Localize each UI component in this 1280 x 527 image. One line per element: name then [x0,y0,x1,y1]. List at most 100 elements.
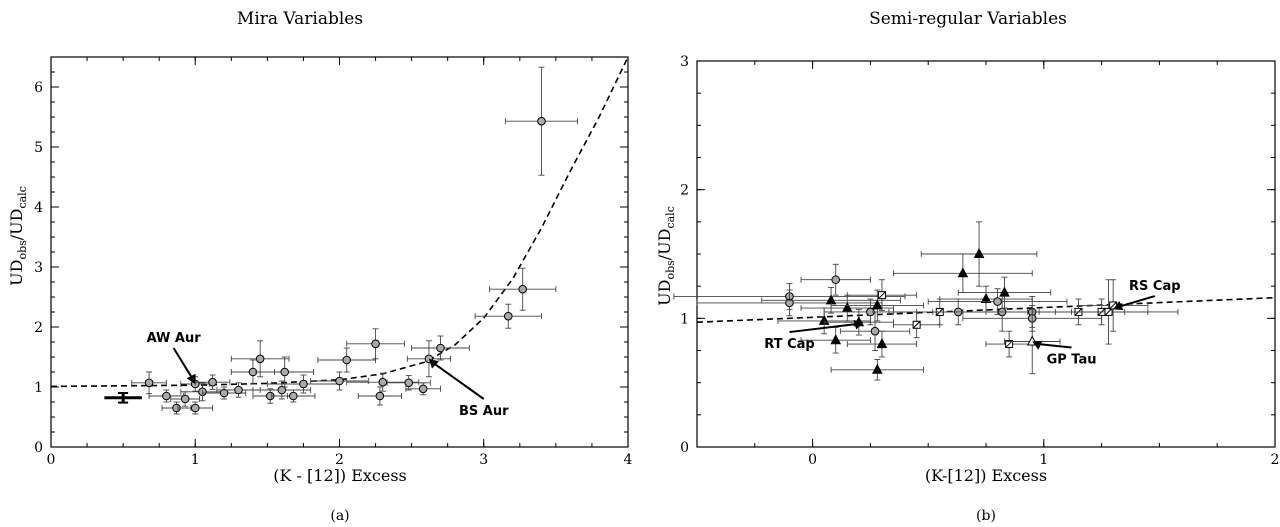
annotation: RS Cap [1113,279,1181,311]
marker-circle [503,311,513,321]
data-point [985,330,1033,358]
data-point [957,276,1052,309]
marker-circle [280,367,289,377]
annotation-label: RT Cap [764,337,814,352]
data-point [177,401,214,415]
data-point [893,311,941,339]
marker-circle [180,394,190,404]
annotation-arrow [432,362,485,400]
marker-hatch [878,291,886,300]
x-axis-label: (K-[12]) Excess [925,466,1047,485]
marker-triangle [980,292,992,304]
data-point [893,253,1033,294]
data-point [1078,279,1149,332]
y-tick-label: 0 [680,440,689,456]
data-point [1038,279,1179,345]
marker-circle [537,116,546,126]
panel-caption: (a) [330,508,349,524]
marker-circle [234,385,243,395]
data-point [271,389,316,403]
x-tick-label: 2 [1271,452,1280,468]
data-point [317,347,377,373]
y-tick-label: 1 [34,380,43,396]
panel-title: Semi-regular Variables [869,9,1067,29]
marker-triangle [876,337,888,349]
annotation-arrow [1037,342,1072,349]
marker-circle [162,391,171,401]
annotation: BS Aur [428,358,509,419]
y-tick-label: 5 [34,140,43,156]
panel-mira: Mira Variables (K - [12]) Excess (a) UDo… [7,9,633,524]
annotation-arrow [1118,295,1156,308]
y-tick-label: 3 [680,54,689,70]
x-axis-label: (K - [12]) Excess [273,466,407,485]
annotation-arrowhead [428,358,439,369]
data-point [696,289,883,317]
annotation-label: GP Tau [1047,353,1097,368]
marker-triangle [830,334,842,345]
marker-circle [289,391,298,401]
annotation: GP Tau [1032,340,1097,368]
marker-circle [277,385,287,395]
data-point [504,66,578,176]
annotation-arrowhead [853,319,864,330]
panel-semi-regular: Semi-regular Variables (K-[12]) Excess (… [655,9,1279,524]
data-point [170,391,201,407]
marker-hatch [1104,308,1113,316]
data-point [411,335,470,361]
marker-circle [375,391,385,401]
marker-circle [518,284,527,294]
annotation-arrow [789,322,858,334]
data-point [310,371,369,391]
y-tick-label: 3 [34,260,43,276]
data-point [131,371,167,395]
marker-circle [335,376,344,386]
data-point [346,328,405,360]
annotation: RT Cap [764,319,864,352]
marker-triangle [841,301,853,313]
x-tick-label: 1 [191,452,200,468]
y-tick-label: 0 [34,440,43,456]
y-tick-label: 2 [34,320,43,336]
marker-triangle [999,286,1010,297]
data-point [230,359,276,385]
panel-caption: (b) [976,508,996,524]
data-point [800,326,871,354]
marker-circle [299,379,308,389]
data-point [489,267,557,311]
annotation: AW Aur [147,331,201,384]
x-tick-label: 3 [479,452,488,468]
x-tick-label: 0 [47,452,56,468]
data-point [230,340,290,378]
marker-circle [404,378,414,388]
data-point [148,389,185,403]
annotation-arrowhead [1113,301,1124,311]
marker-circle [342,355,352,365]
data-point [474,303,542,329]
fit-curve [697,296,1275,323]
data-point [927,288,1068,315]
x-tick-label: 4 [624,452,633,468]
marker-circle [831,275,841,285]
y-tick-label: 4 [34,200,43,216]
data-point [405,382,441,396]
marker-triangle [973,247,985,258]
marker-triangle [957,267,969,278]
data-point [800,263,871,296]
marker-circle [208,377,217,387]
marker-circle [418,384,428,394]
annotation-arrowhead [186,373,196,384]
y-tick-label: 2 [680,183,689,199]
x-tick-label: 0 [808,452,817,468]
marker-circle [785,298,794,308]
marker-hatch [1109,301,1118,310]
marker-circle [993,297,1002,306]
marker-circle [144,378,154,388]
annotation-label: BS Aur [459,404,509,419]
panel-title: Mira Variables [237,9,363,29]
data-point [252,380,312,400]
y-axis-label: UDobs/UDcalc [655,206,677,306]
marker-circle [870,326,880,336]
data-point [830,289,925,322]
